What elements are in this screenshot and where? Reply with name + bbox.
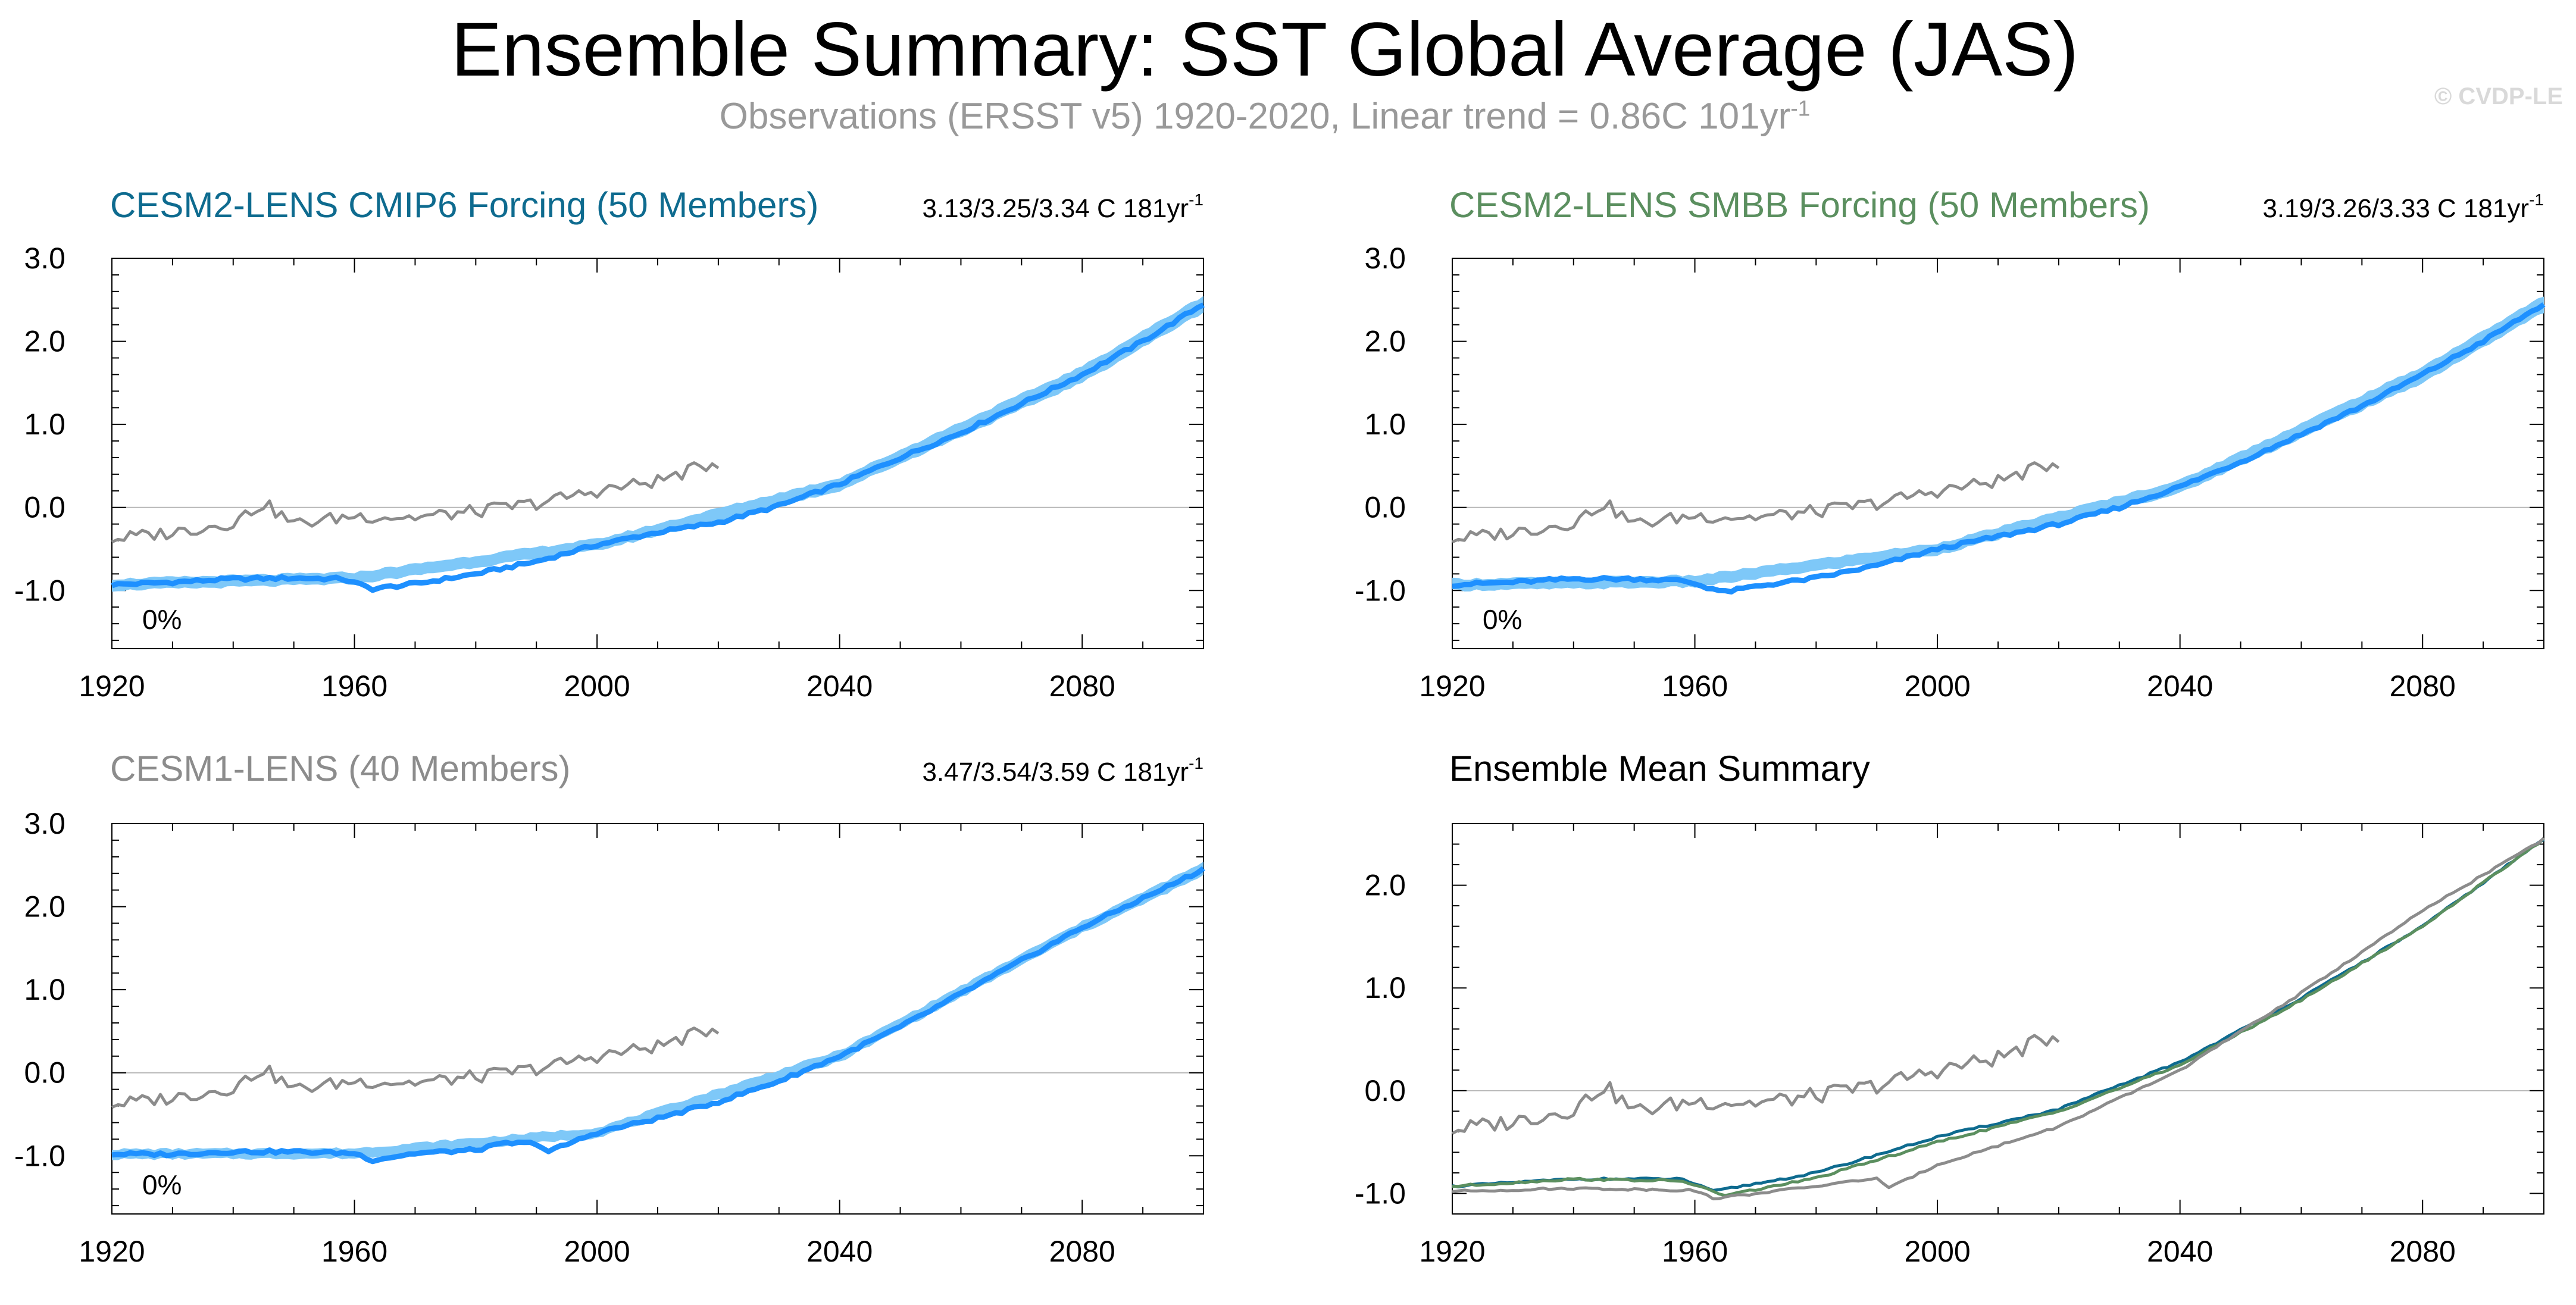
plot-frame <box>1452 258 2544 649</box>
x-tick-label: 1920 <box>79 1235 145 1268</box>
subtitle-text: Observations (ERSST v5) 1920-2020, Linea… <box>719 96 1791 137</box>
x-tick-label: 2080 <box>1049 669 1115 703</box>
panel-stats: 3.47/3.54/3.59 C 181yr-1 <box>922 754 1203 787</box>
panel-title: CESM2-LENS SMBB Forcing (50 Members) <box>1449 185 2150 225</box>
x-tick-label: 1960 <box>321 1235 387 1268</box>
observations-line <box>1451 461 2060 544</box>
observations-line <box>1451 1034 2060 1135</box>
y-tick-label: 3.0 <box>24 242 65 275</box>
y-tick-label: 2.0 <box>24 890 65 924</box>
y-tick-label: 0.0 <box>24 1056 65 1090</box>
ensemble-mean-line <box>111 302 1205 593</box>
x-tick-label: 1960 <box>1662 1235 1728 1268</box>
plot-frame <box>1452 823 2544 1215</box>
y-tick-label: 2.0 <box>1364 869 1406 902</box>
figure-subtitle: Observations (ERSST v5) 1920-2020, Linea… <box>0 95 2530 137</box>
ensemble-mean-line-cesm2-lens-smbb-forcing <box>1452 837 2545 1197</box>
x-tick-label: 1920 <box>1419 1235 1485 1268</box>
x-tick-label: 2080 <box>1049 1235 1115 1268</box>
y-tick-label: 3.0 <box>1364 242 1406 275</box>
y-tick-label: 3.0 <box>24 807 65 840</box>
panel-annotation: 0% <box>1483 604 1522 635</box>
x-tick-label: 2000 <box>564 669 630 703</box>
figure-title: Ensemble Summary: SST Global Average (JA… <box>451 7 2079 92</box>
y-tick-label: 0.0 <box>1364 1074 1406 1107</box>
x-tick-label: 2000 <box>1904 1235 1970 1268</box>
y-tick-label: -1.0 <box>14 1139 65 1172</box>
subtitle-superscript: -1 <box>1790 95 1811 121</box>
y-tick-label: 0.0 <box>24 491 65 524</box>
y-tick-label: 2.0 <box>24 325 65 358</box>
y-tick-label: -1.0 <box>1355 574 1406 607</box>
x-tick-label: 2080 <box>2390 1235 2456 1268</box>
panel-annotation: 0% <box>142 604 182 635</box>
y-tick-label: 0.0 <box>1364 491 1406 524</box>
ensemble-mean-line-cesm1-lens <box>1452 837 2545 1201</box>
x-tick-label: 2040 <box>2147 1235 2213 1268</box>
y-tick-label: 1.0 <box>1364 408 1406 441</box>
x-tick-label: 2080 <box>2390 669 2456 703</box>
x-tick-label: 2000 <box>1904 669 1970 703</box>
x-tick-label: 1920 <box>1419 669 1485 703</box>
ensemble-spread-band <box>112 296 1203 592</box>
ensemble-mean-line-cesm2-lens-cmip6-forcing <box>1452 838 2545 1192</box>
ensemble-mean-line <box>1452 302 2546 595</box>
panel-stats: 3.19/3.26/3.33 C 181yr-1 <box>2262 190 2544 223</box>
y-tick-label: 1.0 <box>24 408 65 441</box>
x-tick-label: 1920 <box>79 669 145 703</box>
observations-line <box>111 1027 720 1109</box>
y-tick-label: 2.0 <box>1364 325 1406 358</box>
observations-line <box>111 461 720 544</box>
panel-title: Ensemble Mean Summary <box>1449 749 1870 788</box>
ensemble-spread-band <box>1452 296 2544 592</box>
x-tick-label: 2040 <box>2147 669 2213 703</box>
x-tick-label: 2040 <box>806 1235 873 1268</box>
panel-title: CESM1-LENS (40 Members) <box>110 749 571 788</box>
ensemble-mean-line <box>111 866 1205 1165</box>
x-tick-label: 1960 <box>321 669 387 703</box>
y-tick-label: 1.0 <box>24 973 65 1006</box>
panel-annotation: 0% <box>142 1169 182 1200</box>
panel-title: CESM2-LENS CMIP6 Forcing (50 Members) <box>110 185 818 225</box>
y-tick-label: 1.0 <box>1364 971 1406 1004</box>
credit-watermark: © CVDP-LE <box>2434 83 2563 109</box>
plot-frame <box>111 258 1204 649</box>
panel-stats: 3.13/3.25/3.34 C 181yr-1 <box>922 190 1203 223</box>
y-tick-label: -1.0 <box>14 574 65 607</box>
x-tick-label: 1960 <box>1662 669 1728 703</box>
x-tick-label: 2040 <box>806 669 873 703</box>
y-tick-label: -1.0 <box>1355 1176 1406 1210</box>
x-tick-label: 2000 <box>564 1235 630 1268</box>
